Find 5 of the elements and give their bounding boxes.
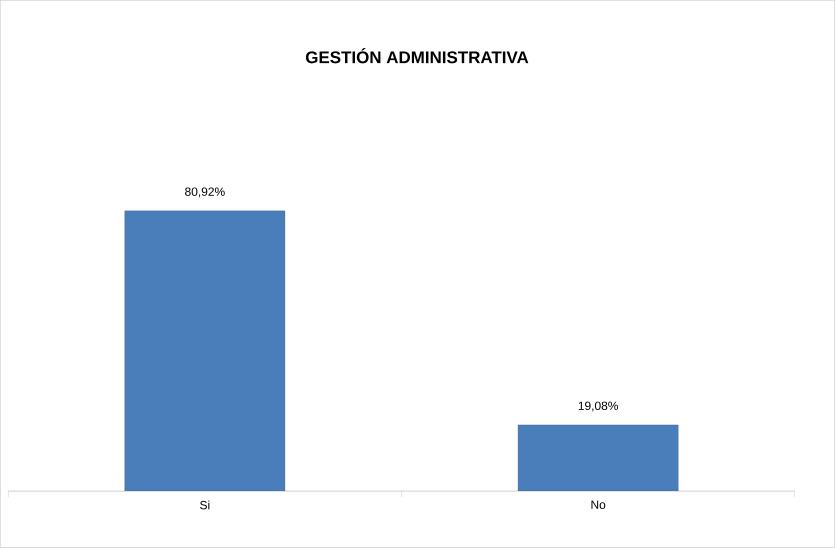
chart-title: GESTIÓN ADMINISTRATIVA — [306, 48, 528, 64]
data-label: 19,08% — [578, 402, 618, 412]
x-tick-label: Si — [200, 500, 210, 510]
x-tick-label: No — [591, 500, 606, 510]
data-label: 80,92% — [185, 188, 225, 198]
